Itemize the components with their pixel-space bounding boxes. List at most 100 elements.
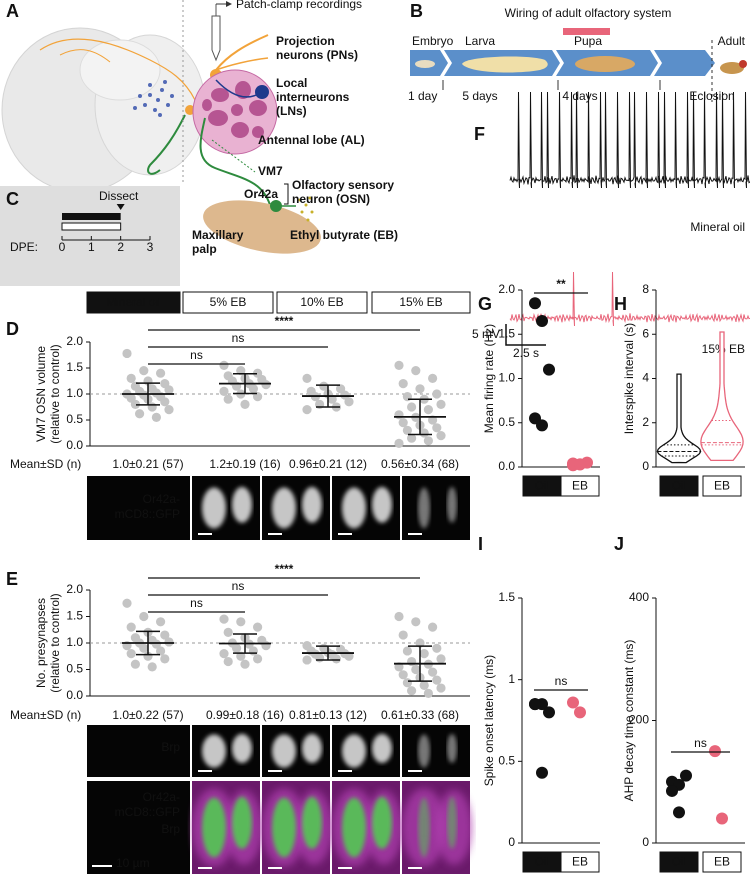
data-point	[716, 812, 728, 825]
micrograph	[402, 725, 470, 777]
data-point	[536, 314, 548, 327]
data-point	[432, 643, 442, 653]
data-point	[428, 667, 438, 677]
data-point	[398, 379, 408, 389]
y-axis-label: (relative to control)	[48, 593, 62, 692]
image-label: Brp	[161, 822, 180, 836]
y-tick-label: 0	[508, 835, 515, 849]
label: neurons (PNs)	[276, 48, 358, 62]
blob	[272, 797, 296, 858]
blob	[372, 733, 392, 763]
y-tick-label: 1	[508, 672, 515, 686]
y-tick-label: 200	[629, 713, 649, 727]
label: Local	[276, 76, 307, 90]
data-point	[156, 368, 166, 378]
scale-bar	[505, 324, 546, 346]
data-point	[402, 646, 412, 656]
duration-label: 5 days	[462, 89, 497, 103]
image-label: Or42a-	[143, 790, 180, 804]
data-point	[151, 412, 161, 422]
x-tick-label: EB	[572, 855, 588, 869]
blob	[202, 487, 226, 529]
image-label: mCD8::GFP	[115, 507, 180, 521]
data-point	[709, 745, 721, 758]
category-box	[702, 475, 742, 497]
y-tick-label: 0	[642, 835, 649, 849]
data-point	[156, 646, 166, 656]
data-point	[253, 622, 263, 632]
significance-bracket-label: ****	[275, 562, 294, 576]
y-tick-label: 2.0	[498, 282, 515, 296]
summary-label: 1.0±0.21 (57)	[112, 457, 183, 471]
label: Olfactory sensory	[292, 178, 394, 192]
panel-label: F	[474, 124, 485, 144]
summary-heading: Mean±SD (n)	[10, 457, 81, 471]
summary-label: 0.99±0.18 (16)	[206, 708, 284, 722]
data-point	[130, 399, 140, 409]
category-box	[702, 851, 742, 873]
condition-box	[182, 291, 274, 314]
image-label: mCD8::GFP	[115, 805, 180, 819]
trace-eb	[509, 271, 750, 327]
data-point	[567, 696, 579, 709]
data-point	[240, 399, 250, 409]
duration-label: Eclosion	[689, 89, 734, 103]
data-point	[126, 373, 136, 383]
data-point	[436, 654, 446, 664]
data-point	[248, 646, 258, 656]
data-point	[394, 360, 404, 370]
data-point	[407, 656, 417, 667]
y-axis-label: AHP decay time constant (ms)	[622, 640, 636, 802]
trace-oil	[509, 91, 750, 189]
data-point	[164, 405, 174, 415]
condition-label: 10% EB	[300, 295, 343, 309]
trace-label: Mineral oil	[690, 220, 745, 234]
data-point	[261, 380, 271, 390]
scale-label: 10 µm	[116, 856, 150, 870]
label: Projection	[276, 34, 335, 48]
label: Patch-clamp recordings	[236, 0, 362, 11]
blob	[418, 487, 430, 529]
x-tick-label: Oil	[672, 855, 687, 869]
stage-label: Embryo	[412, 34, 454, 48]
data-point	[219, 649, 229, 659]
y-tick-label: 2	[642, 415, 649, 429]
y-axis-label: (relative to control)	[48, 344, 62, 443]
data-point	[398, 630, 408, 640]
data-point	[261, 641, 271, 651]
category-box	[560, 475, 600, 497]
scale-label: 2.5 s	[513, 346, 539, 360]
data-point	[543, 363, 555, 376]
data-point	[130, 659, 140, 669]
label: Antennal lobe (AL)	[258, 133, 365, 147]
data-point	[536, 766, 548, 779]
data-point	[319, 381, 329, 391]
blob	[302, 486, 322, 523]
data-point	[302, 405, 312, 415]
duration-label: 1 day	[408, 89, 437, 103]
data-point	[423, 405, 433, 415]
summary-heading: Mean±SD (n)	[10, 708, 81, 722]
label-cell	[87, 476, 190, 540]
data-point	[574, 458, 586, 471]
panel-c-background	[0, 186, 180, 286]
condition-label: 5% EB	[210, 295, 247, 309]
blob	[447, 733, 457, 763]
y-tick-label: 0.5	[498, 754, 515, 768]
data-point	[411, 366, 421, 376]
data-point	[432, 675, 442, 685]
significance-bracket-label: ****	[275, 314, 294, 328]
condition-box	[371, 291, 471, 314]
dissect-arrow	[116, 204, 125, 210]
blob	[447, 486, 457, 523]
blob	[418, 734, 430, 768]
y-tick-label: 0.0	[498, 459, 515, 473]
data-point	[398, 670, 408, 680]
x-tick-label: EB	[714, 479, 730, 493]
data-point	[398, 418, 408, 428]
data-point	[428, 622, 438, 632]
y-axis-label: Spike onset latency (ms)	[482, 655, 496, 786]
data-point	[536, 419, 548, 432]
label-cell	[87, 781, 190, 874]
